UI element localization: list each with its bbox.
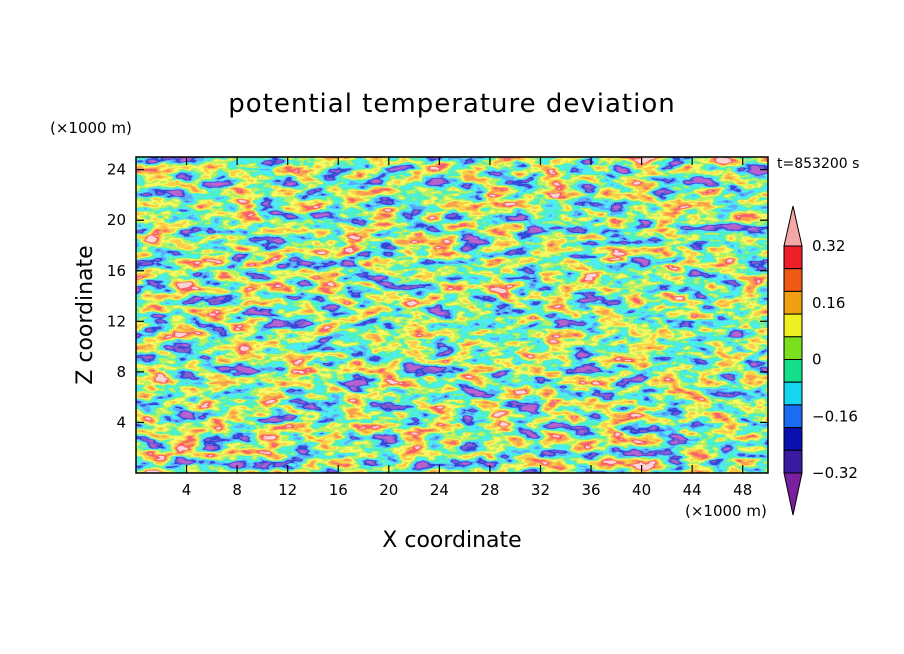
y-axis: 4 8 12 16 20 24 — [107, 161, 768, 431]
x-tick-label: 36 — [581, 481, 600, 499]
colorbar-label: 0 — [812, 351, 822, 369]
colorbar-bin — [783, 336, 803, 360]
x-tick-label: 16 — [329, 481, 348, 499]
x-axis-unit: (×1000 m) — [685, 502, 767, 520]
x-axis: 4 8 12 16 20 24 28 32 36 40 44 48 — [182, 157, 752, 499]
colorbar-bin — [783, 381, 803, 406]
y-tick-label: 12 — [107, 312, 126, 330]
colorbar-label: 0.16 — [812, 294, 845, 312]
time-label: t=853200 s — [777, 156, 859, 172]
x-tick-label: 40 — [632, 481, 651, 499]
colorbar-bin — [783, 313, 803, 338]
y-axis-unit: (×1000 m) — [50, 119, 132, 137]
x-tick-label: 20 — [379, 481, 398, 499]
x-tick-label: 32 — [531, 481, 550, 499]
x-tick-label: 4 — [182, 481, 192, 499]
x-tick-label: 28 — [480, 481, 499, 499]
colorbar-bin — [783, 449, 803, 474]
y-tick-label: 16 — [107, 262, 126, 280]
colorbar-label: 0.32 — [812, 237, 845, 255]
y-tick-label: 8 — [116, 363, 126, 381]
plot-frame — [135, 156, 769, 474]
x-tick-label: 8 — [232, 481, 242, 499]
y-axis-label: Z coordinate — [73, 245, 98, 384]
colorbar-label: −0.16 — [812, 407, 858, 425]
colorbar-bin — [783, 404, 803, 429]
heatmap-field — [136, 157, 768, 473]
chart-title: potential temperature deviation — [228, 89, 675, 119]
colorbar-extend-top — [783, 205, 803, 247]
colorbar-bin — [783, 268, 803, 292]
x-tick-label: 24 — [430, 481, 449, 499]
y-tick-label: 4 — [116, 413, 126, 431]
colorbar-label: −0.32 — [812, 464, 858, 482]
x-tick-label: 48 — [733, 481, 752, 499]
colorbar: 0.32 0.16 0 −0.16 −0.32 — [783, 205, 858, 516]
x-tick-label: 44 — [683, 481, 702, 499]
colorbar-bin — [783, 245, 803, 270]
colorbar-extend-bottom — [783, 472, 803, 516]
x-axis-label: X coordinate — [382, 528, 521, 553]
colorbar-bin — [783, 290, 803, 315]
y-tick-label: 20 — [107, 211, 126, 229]
colorbar-bin — [783, 427, 803, 451]
x-tick-label: 12 — [278, 481, 297, 499]
colorbar-bin — [783, 359, 803, 383]
y-tick-label: 24 — [107, 161, 126, 179]
